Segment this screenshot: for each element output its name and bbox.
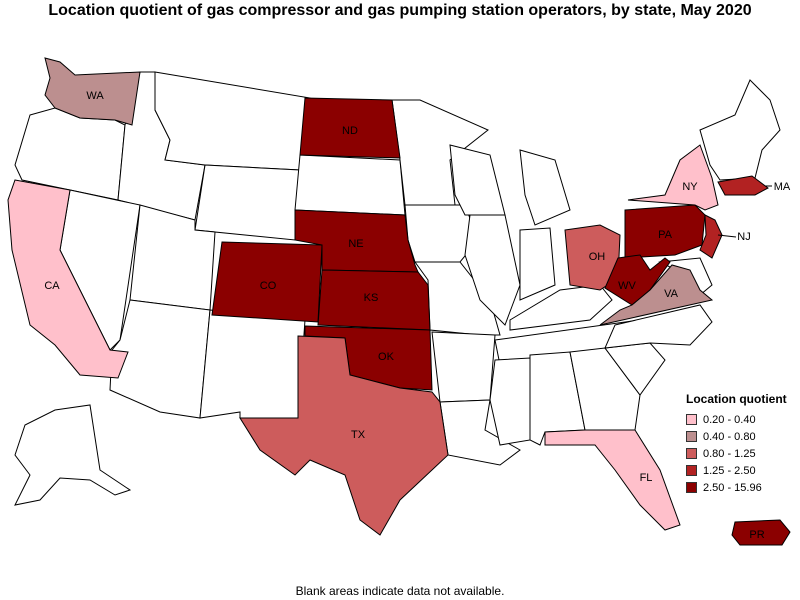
label-pr: PR bbox=[749, 529, 764, 541]
label-ny: NY bbox=[682, 181, 698, 193]
state-tx bbox=[239, 335, 449, 536]
legend-item: 0.40 - 0.80 bbox=[686, 428, 798, 445]
leader-nj bbox=[717, 234, 737, 238]
state-ar bbox=[431, 331, 496, 403]
state-ca bbox=[7, 179, 129, 379]
legend-swatch bbox=[686, 431, 697, 442]
label-fl: FL bbox=[640, 472, 653, 484]
state-nd bbox=[299, 97, 401, 159]
label-va: VA bbox=[664, 288, 679, 300]
legend-label: 1.25 - 2.50 bbox=[703, 464, 756, 477]
legend-item: 0.80 - 1.25 bbox=[686, 445, 798, 462]
label-oh: OH bbox=[589, 251, 606, 263]
legend-label: 0.20 - 0.40 bbox=[703, 413, 756, 426]
label-ok: OK bbox=[378, 351, 395, 363]
state-il bbox=[464, 214, 521, 326]
state-ny bbox=[627, 144, 719, 211]
label-pa: PA bbox=[658, 229, 673, 241]
legend-label: 0.80 - 1.25 bbox=[703, 447, 756, 460]
state-pr bbox=[731, 519, 791, 546]
legend-swatch bbox=[686, 482, 697, 493]
state-ma bbox=[717, 175, 769, 196]
legend-item: 2.50 - 15.96 bbox=[686, 479, 798, 496]
legend-swatch bbox=[686, 448, 697, 459]
state-nm bbox=[199, 309, 306, 419]
label-ma: MA bbox=[774, 181, 791, 193]
state-ks bbox=[317, 269, 431, 331]
label-ca: CA bbox=[44, 280, 60, 292]
label-ne: NE bbox=[348, 238, 363, 250]
legend-swatch bbox=[686, 414, 697, 425]
label-wv: WV bbox=[618, 280, 636, 292]
legend: Location quotient 0.20 - 0.40 0.40 - 0.8… bbox=[686, 392, 798, 496]
state-wa bbox=[44, 57, 141, 126]
state-sd bbox=[294, 154, 406, 216]
legend-label: 0.40 - 0.80 bbox=[703, 430, 756, 443]
footnote: Blank areas indicate data not available. bbox=[295, 584, 505, 598]
legend-title: Location quotient bbox=[686, 392, 787, 406]
state-nc bbox=[604, 304, 713, 349]
state-wv bbox=[604, 254, 671, 306]
state-ky bbox=[509, 284, 613, 331]
state-nj bbox=[699, 214, 723, 259]
state-in bbox=[519, 227, 556, 301]
legend-item: 0.20 - 0.40 bbox=[686, 411, 798, 428]
label-wa: WA bbox=[86, 90, 104, 102]
state-fl bbox=[544, 429, 681, 531]
state-mn bbox=[391, 99, 489, 206]
state-ga bbox=[569, 347, 641, 431]
legend-label: 2.50 - 15.96 bbox=[703, 481, 762, 494]
state-wy bbox=[194, 164, 301, 241]
state-mt bbox=[154, 71, 311, 171]
state-va bbox=[599, 264, 714, 326]
label-nj: NJ bbox=[737, 231, 750, 243]
label-ks: KS bbox=[364, 292, 379, 304]
label-nd: ND bbox=[342, 125, 358, 137]
legend-swatch bbox=[686, 465, 697, 476]
state-new-england bbox=[699, 79, 781, 181]
page-title: Location quotient of gas compressor and … bbox=[48, 2, 752, 19]
legend-item: 1.25 - 2.50 bbox=[686, 462, 798, 479]
state-mi bbox=[519, 149, 571, 226]
label-co: CO bbox=[260, 280, 277, 292]
label-tx: TX bbox=[351, 429, 366, 441]
state-ms bbox=[489, 357, 531, 446]
state-ak bbox=[14, 404, 132, 506]
